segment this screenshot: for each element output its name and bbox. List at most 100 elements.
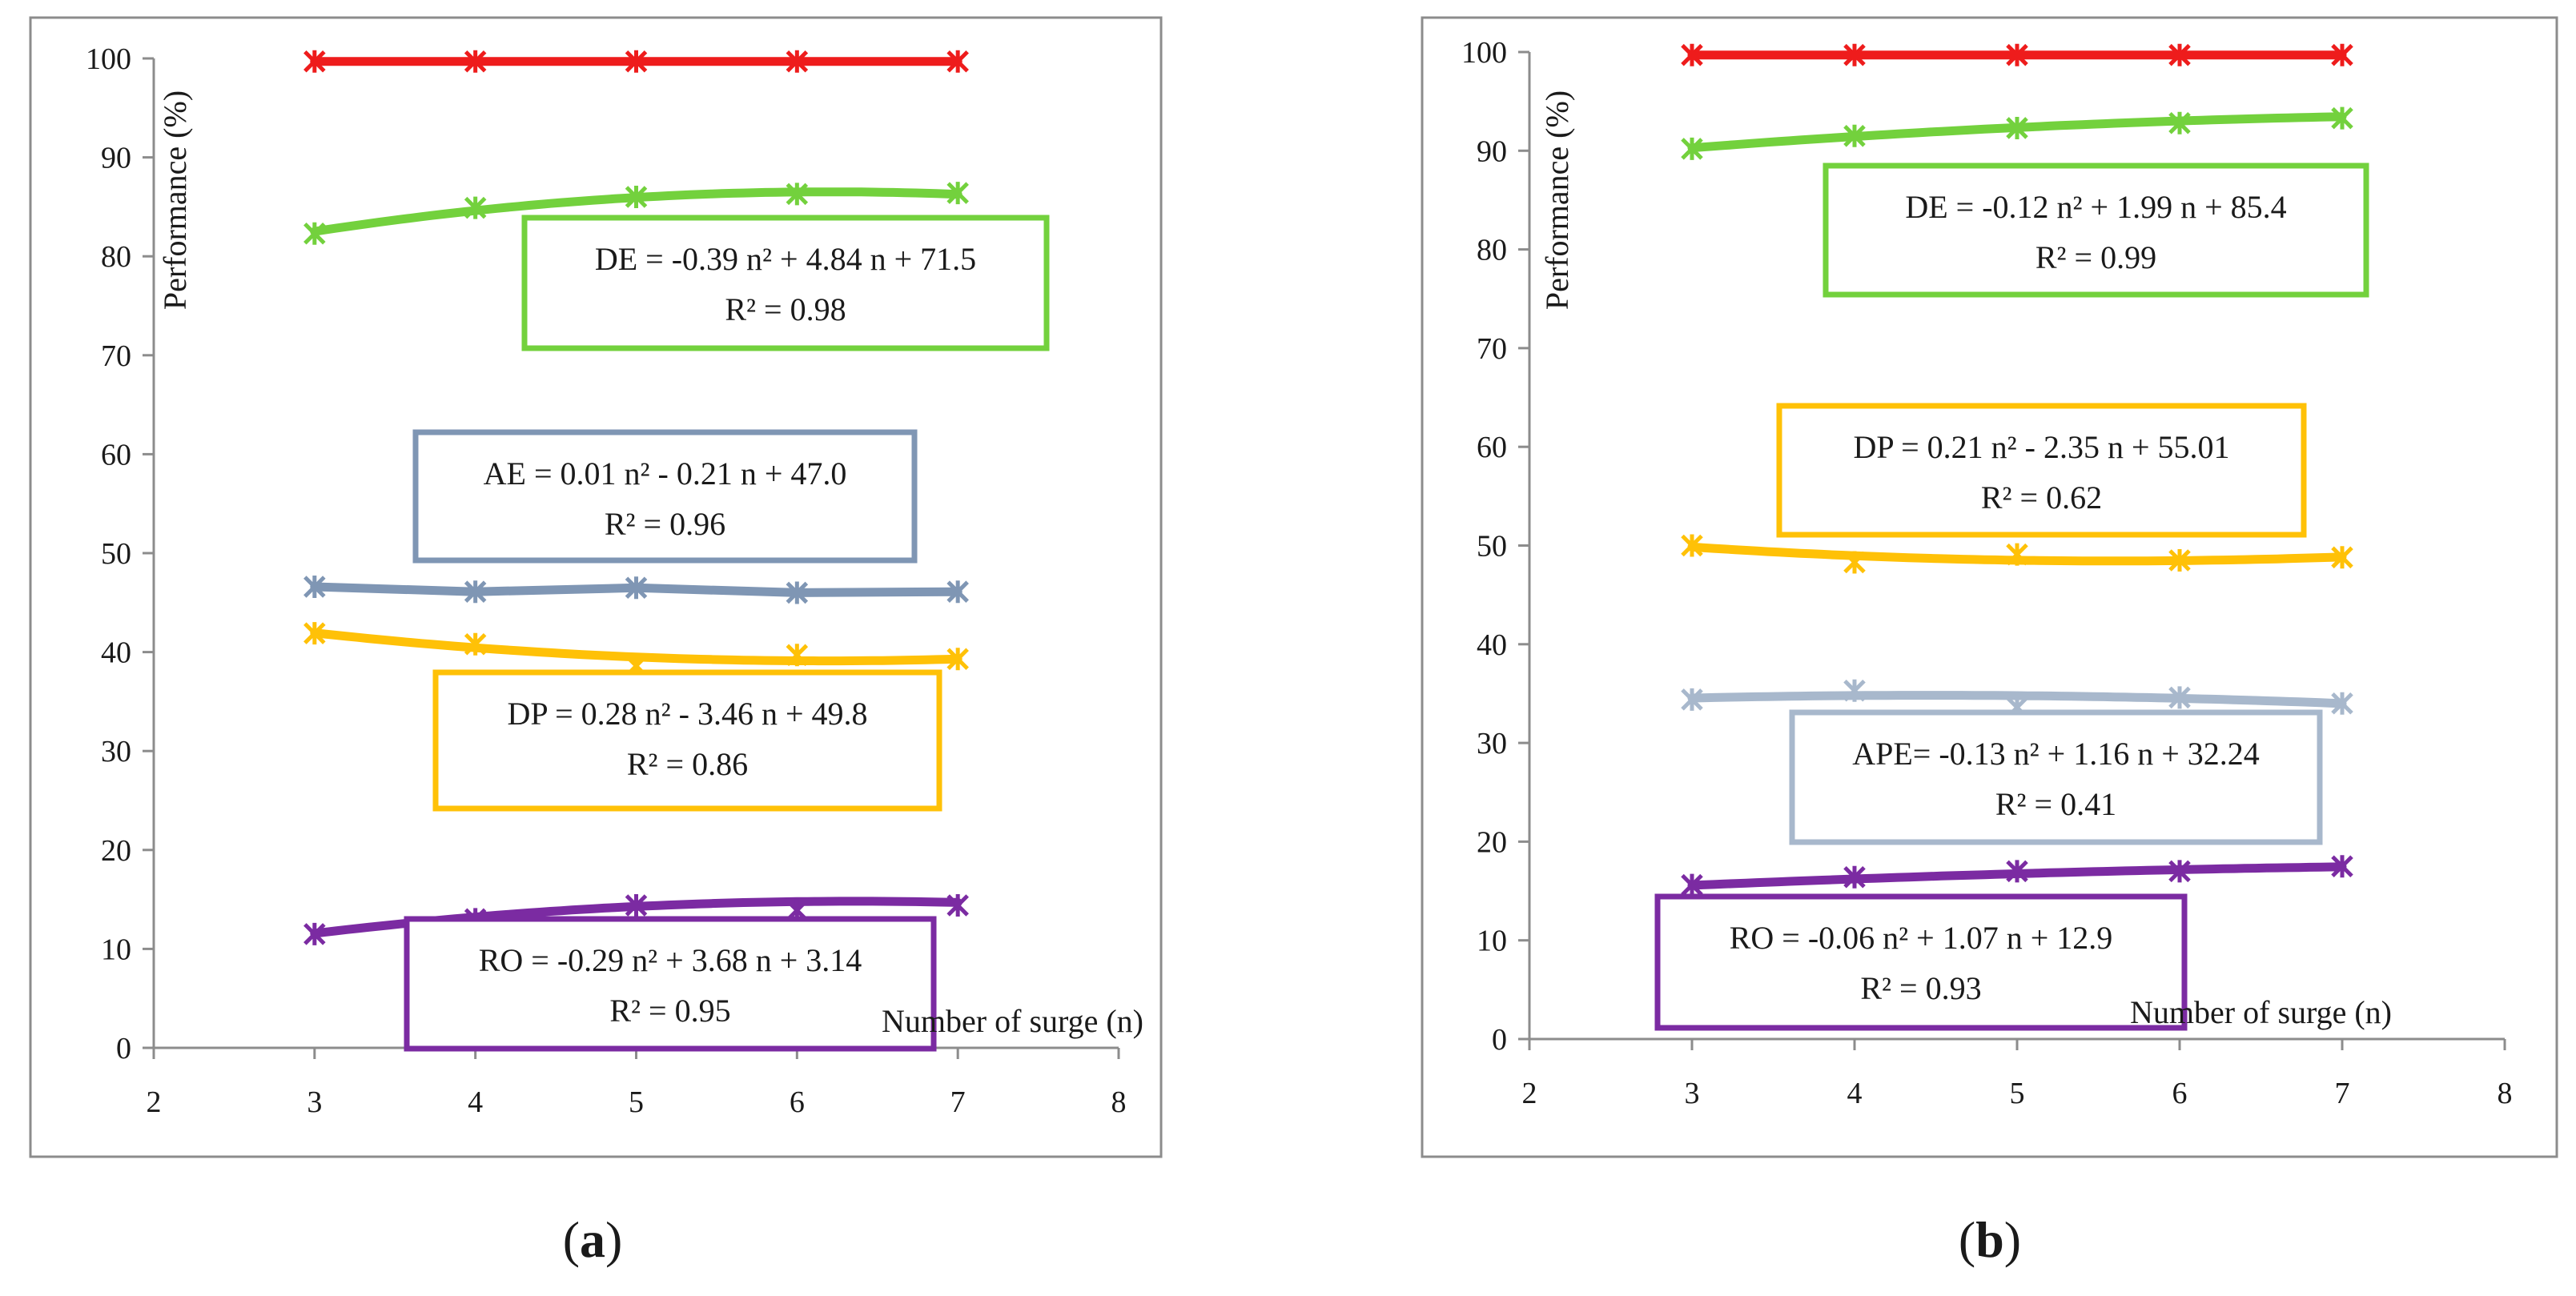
data-point	[2331, 855, 2353, 878]
data-point	[1681, 688, 1703, 711]
series-de	[1681, 106, 2353, 160]
data-point	[464, 196, 487, 219]
data-point	[946, 894, 969, 917]
data-point	[2331, 106, 2353, 130]
equation-box-de: DE = -0.12 n² + 1.99 n + 85.4 R² = 0.99	[1822, 163, 2369, 298]
panel-label: (a)	[563, 1211, 623, 1268]
panel-letter: b	[1975, 1211, 2004, 1268]
data-point	[2168, 111, 2191, 134]
data-point	[2168, 43, 2191, 66]
series-ro	[1681, 855, 2353, 897]
y-tick-label: 60	[101, 438, 131, 471]
data-point	[946, 182, 969, 205]
equation-box-border	[1822, 163, 2369, 298]
x-tick-label: 6	[2172, 1077, 2188, 1110]
x-axis-label: Number of surge (n)	[2130, 994, 2392, 1030]
data-point	[2168, 686, 2191, 709]
y-tick-label: 10	[1477, 925, 1507, 958]
x-tick-label: 5	[2010, 1077, 2025, 1110]
equation-box-border	[1789, 709, 2323, 845]
y-tick-label: 0	[1492, 1023, 1507, 1057]
data-point	[1843, 43, 1866, 66]
series-line-ape	[1687, 691, 2347, 708]
data-point	[464, 632, 487, 656]
y-tick-label: 90	[101, 142, 131, 175]
data-point	[2331, 43, 2353, 66]
x-tick-label: 3	[1685, 1077, 1700, 1110]
data-point	[2331, 546, 2353, 569]
y-tick-label: 30	[1477, 727, 1507, 760]
x-tick-label: 7	[950, 1085, 966, 1119]
equation-text: AE = 0.01 n² - 0.21 n + 47.0	[484, 455, 847, 492]
series-dp	[303, 622, 969, 677]
x-tick-label: 6	[790, 1085, 805, 1119]
data-point	[625, 50, 648, 73]
y-tick-label: 50	[101, 537, 131, 571]
data-point	[625, 186, 648, 209]
x-tick-label: 2	[1522, 1077, 1537, 1110]
x-tick-label: 5	[629, 1085, 644, 1119]
data-point	[1843, 551, 1866, 574]
data-point	[2168, 860, 2191, 883]
data-point	[1681, 873, 1703, 897]
data-point	[1681, 137, 1703, 160]
x-tick-label: 8	[1111, 1085, 1127, 1119]
series-ape	[1681, 679, 2353, 719]
data-point	[1843, 679, 1866, 702]
data-point	[303, 622, 326, 645]
series-top	[303, 50, 969, 73]
r-squared-text: R² = 0.96	[605, 506, 725, 542]
y-axis-label: Performance (%)	[1539, 90, 1575, 310]
data-point	[2331, 692, 2353, 715]
data-point	[625, 894, 648, 917]
data-point	[625, 576, 648, 600]
r-squared-text: R² = 0.62	[1981, 479, 2102, 516]
y-tick-label: 10	[101, 933, 131, 966]
y-tick-label: 90	[1477, 134, 1507, 168]
equation-text: RO = -0.06 n² + 1.07 n + 12.9	[1730, 920, 2113, 956]
data-point	[303, 50, 326, 73]
equation-box-ae: AE = 0.01 n² - 0.21 n + 47.0 R² = 0.96	[412, 429, 918, 564]
data-point	[1681, 534, 1703, 557]
x-tick-label: 4	[1847, 1077, 1863, 1110]
y-tick-label: 70	[101, 339, 131, 373]
r-squared-text: R² = 0.98	[725, 291, 846, 327]
equation-box-border	[1776, 403, 2307, 538]
x-axis-label: Number of surge (n)	[882, 1003, 1143, 1039]
panel-label: (b)	[1959, 1211, 2021, 1268]
equation-text: DP = 0.28 n² - 3.46 n + 49.8	[507, 696, 867, 732]
equation-box-border	[521, 215, 1050, 351]
equation-box-ape: APE= -0.13 n² + 1.16 n + 32.24 R² = 0.41	[1789, 709, 2323, 845]
y-tick-label: 20	[101, 834, 131, 868]
y-tick-label: 40	[1477, 628, 1507, 662]
data-point	[946, 580, 969, 604]
r-squared-text: R² = 0.95	[609, 993, 730, 1029]
r-squared-text: R² = 0.86	[627, 746, 748, 782]
y-tick-label: 50	[1477, 530, 1507, 564]
equation-box-border	[1654, 893, 2188, 1031]
equation-box-border	[432, 669, 942, 812]
equation-text: RO = -0.29 n² + 3.68 n + 3.14	[479, 942, 862, 978]
y-tick-label: 100	[86, 42, 131, 76]
data-point	[2006, 43, 2028, 66]
series-ae	[303, 576, 969, 604]
series-de	[303, 182, 969, 245]
data-point	[464, 580, 487, 604]
equation-box-border	[412, 429, 918, 564]
data-point	[1843, 124, 1866, 147]
data-point	[946, 50, 969, 73]
x-tick-label: 3	[307, 1085, 322, 1119]
y-tick-label: 70	[1477, 332, 1507, 366]
equation-box-ro: RO = -0.29 n² + 3.68 n + 3.14 R² = 0.95	[404, 916, 937, 1052]
series-dp	[1681, 534, 2353, 574]
data-point	[786, 644, 809, 667]
equation-text: DE = -0.39 n² + 4.84 n + 71.5	[595, 241, 976, 277]
x-tick-label: 2	[147, 1085, 162, 1119]
y-tick-label: 100	[1461, 36, 1507, 70]
r-squared-text: R² = 0.93	[1860, 970, 1981, 1006]
equation-text: DE = -0.12 n² + 1.99 n + 85.4	[1905, 189, 2286, 225]
equation-box-de: DE = -0.39 n² + 4.84 n + 71.5 R² = 0.98	[521, 215, 1050, 351]
data-point	[303, 222, 326, 245]
y-tick-label: 30	[101, 735, 131, 768]
